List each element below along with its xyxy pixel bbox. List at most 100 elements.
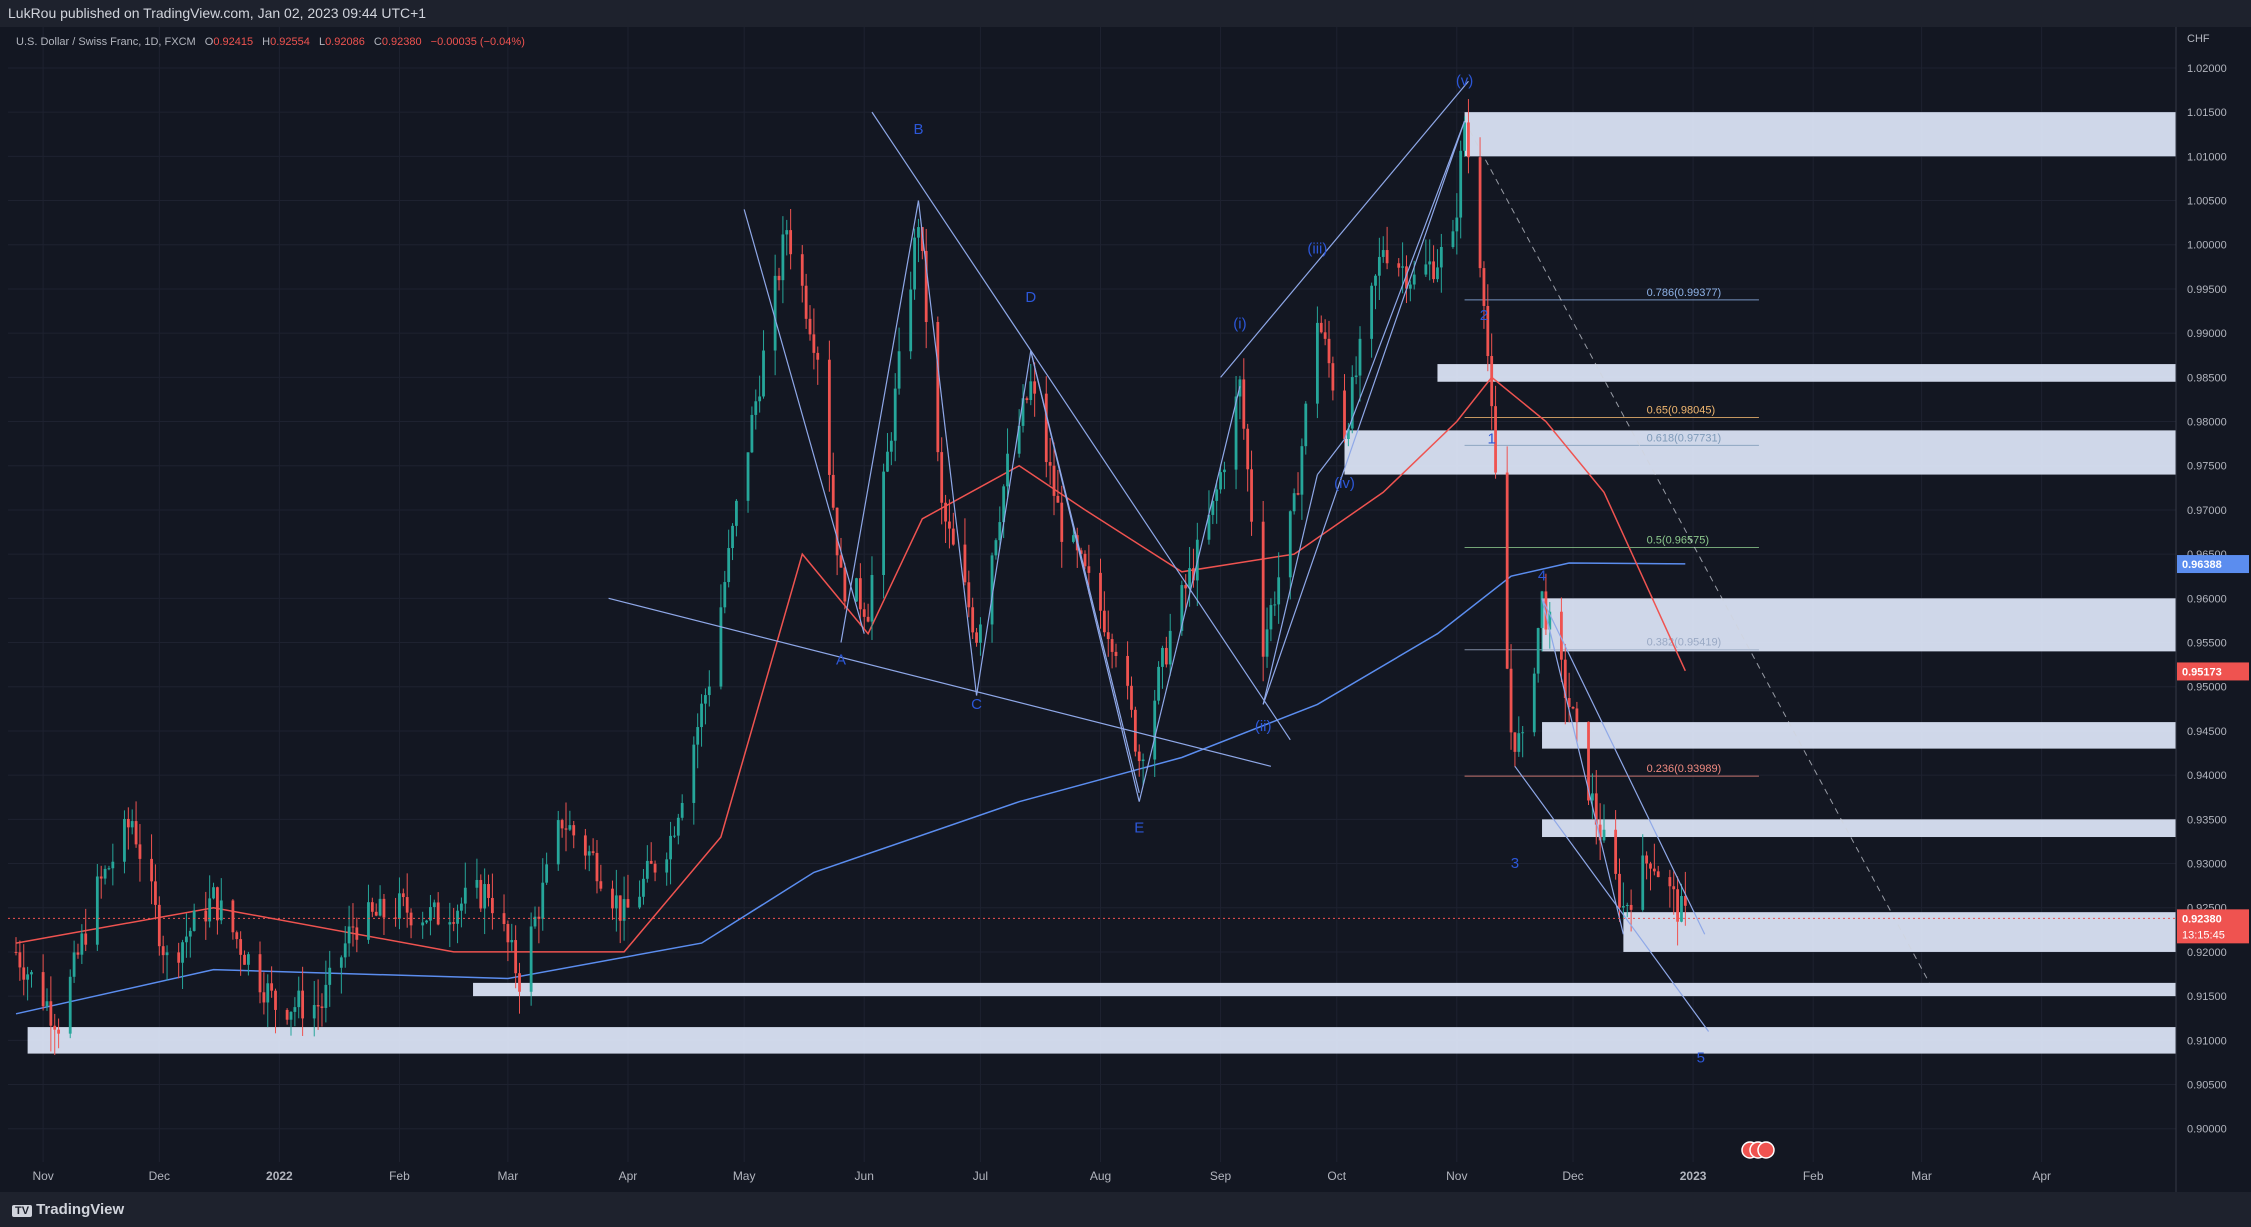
- candle-body: [754, 401, 758, 415]
- trendline[interactable]: [840, 200, 920, 643]
- trendline[interactable]: [975, 350, 1032, 696]
- tradingview-logo[interactable]: TV TradingView: [12, 1201, 124, 1218]
- candle-body: [789, 230, 793, 255]
- fib-label: 0.5(0.96575): [1647, 535, 1709, 547]
- candle-body: [700, 703, 703, 728]
- candle-body: [886, 451, 889, 472]
- candle-body: [1478, 157, 1482, 269]
- candle-body: [316, 1005, 320, 1007]
- countdown-label: 13:15:45: [2182, 929, 2225, 941]
- candle-body: [1548, 611, 1552, 630]
- candle-body: [545, 864, 549, 883]
- trendline[interactable]: [1541, 598, 1624, 935]
- price-zone: [27, 1027, 2176, 1054]
- x-tick-label: Jul: [973, 1169, 988, 1183]
- candle-body: [312, 1005, 316, 1019]
- us-flag-event-icon[interactable]: [1741, 1141, 1775, 1159]
- candle-body: [1346, 428, 1350, 439]
- candle-body: [1621, 906, 1625, 908]
- candle-body: [1412, 274, 1416, 285]
- trendline[interactable]: [1316, 438, 1345, 475]
- trendline[interactable]: [1262, 120, 1466, 705]
- candle-body: [1436, 267, 1439, 280]
- candle-body: [533, 916, 537, 927]
- tv-logo-icon: TV: [12, 1205, 33, 1217]
- candle-body: [483, 884, 487, 909]
- trendline[interactable]: [917, 200, 978, 696]
- price-chart[interactable]: 0.786(0.99377) 0.65(0.98045) 0.618(0.97731…: [8, 27, 2251, 1192]
- moving-averages: [15, 376, 1686, 1015]
- candle-body: [626, 899, 630, 908]
- candle-body: [692, 744, 696, 803]
- x-tick-label: Dec: [149, 1169, 170, 1183]
- candle-body: [1110, 639, 1114, 652]
- candle-body: [1614, 829, 1618, 874]
- y-tick-label: 0.97000: [2187, 505, 2227, 517]
- candle-body: [645, 860, 649, 879]
- x-tick-label: Feb: [1803, 1169, 1824, 1183]
- candle-body: [1451, 231, 1455, 247]
- open-value: 0.92415: [213, 36, 253, 48]
- candle-body: [394, 917, 397, 919]
- candle-body: [1017, 425, 1021, 454]
- trendline[interactable]: [1541, 598, 1706, 935]
- trendline[interactable]: [1030, 350, 1140, 793]
- trendline[interactable]: [871, 111, 1291, 741]
- trendline[interactable]: [608, 597, 1272, 767]
- candle-body: [1056, 495, 1060, 503]
- trendlines[interactable]: [608, 80, 1710, 1032]
- candle-body: [1439, 246, 1443, 268]
- trendline[interactable]: [1262, 474, 1318, 705]
- candle-body: [1060, 502, 1064, 542]
- candle-body: [940, 452, 944, 503]
- candle-body: [816, 352, 820, 360]
- candle-body: [1656, 871, 1660, 878]
- candle-body: [192, 910, 196, 931]
- candle-body: [126, 818, 130, 828]
- y-tick-label: 0.94000: [2187, 770, 2227, 782]
- candle-body: [370, 902, 374, 912]
- price-zone: [1542, 598, 2176, 652]
- candle-body: [1513, 732, 1517, 752]
- candle-body: [456, 910, 459, 924]
- trendline[interactable]: [743, 209, 865, 634]
- candle-body: [831, 474, 835, 508]
- candle-body: [1377, 256, 1381, 276]
- x-tick-label: Nov: [1446, 1169, 1467, 1183]
- candle-body: [355, 927, 359, 940]
- candle-body: [858, 578, 862, 610]
- candle-body: [1277, 577, 1281, 605]
- price-zone: [1344, 430, 2176, 475]
- candle-body: [107, 868, 111, 870]
- price-zone: [1464, 112, 2176, 157]
- trendline[interactable]: [1138, 386, 1241, 802]
- candle-body: [1358, 338, 1362, 376]
- trendline[interactable]: [1343, 120, 1466, 440]
- x-tick-label: 2023: [1680, 1169, 1707, 1183]
- candle-body: [235, 932, 239, 940]
- candle-body: [1517, 733, 1521, 752]
- candle-body: [622, 899, 626, 921]
- candle-body: [30, 972, 33, 975]
- candle-body: [1044, 393, 1048, 463]
- candle-body: [1408, 284, 1412, 289]
- candle-body: [181, 942, 184, 963]
- candle-body: [1292, 493, 1296, 512]
- candle-body: [614, 895, 618, 909]
- candle-body: [1494, 406, 1497, 473]
- candle-body: [1048, 462, 1052, 466]
- candle-body: [134, 821, 138, 845]
- candle-body: [1083, 553, 1087, 567]
- candle-body: [266, 983, 270, 1003]
- candle-body: [1234, 396, 1238, 470]
- wave-label: B: [913, 121, 923, 138]
- trendline[interactable]: [1514, 765, 1710, 1032]
- candle-body: [510, 940, 514, 943]
- candle-body: [665, 859, 669, 873]
- candle-body: [1560, 611, 1563, 660]
- trendline[interactable]: [1220, 80, 1469, 378]
- candle-body: [1250, 469, 1253, 522]
- candle-body: [1180, 585, 1184, 631]
- candle-body: [378, 898, 382, 916]
- candle-body: [1467, 122, 1470, 158]
